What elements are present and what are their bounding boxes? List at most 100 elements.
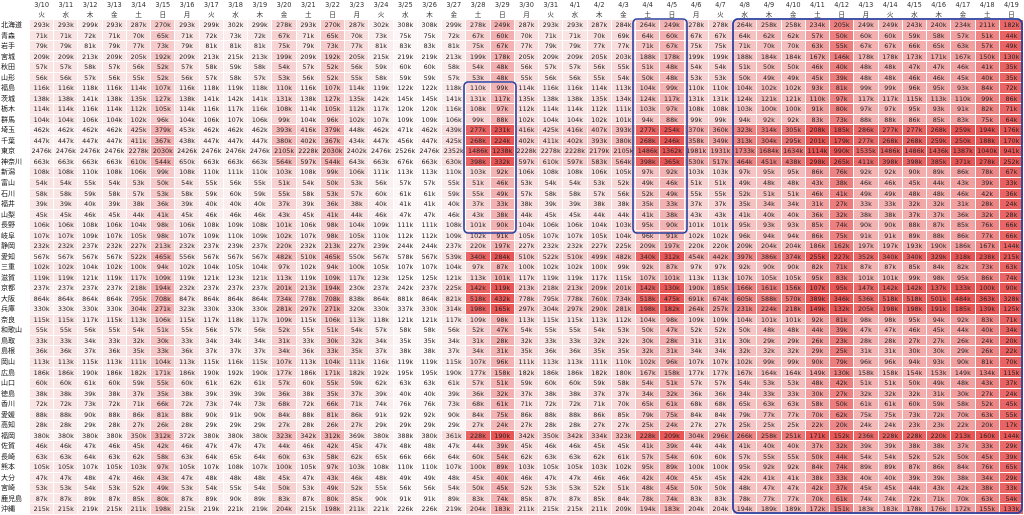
value-cell: 663k (223, 156, 249, 168)
value-cell: 97k (320, 462, 346, 473)
value-cell: 55k (248, 177, 273, 189)
value-cell: 518k (636, 293, 661, 305)
value-cell: 227k (587, 241, 612, 252)
value-cell: 59k (393, 72, 418, 84)
value-cell: 109k (417, 114, 443, 126)
prefecture-name: 埼玉 (0, 125, 30, 136)
value-cell: 60k (708, 451, 734, 463)
value-cell: 398k (902, 156, 927, 168)
value-cell: 64k (636, 30, 661, 42)
weekday-header: 火 (199, 10, 224, 20)
value-cell: 62k (830, 409, 855, 421)
value-cell: 69k (611, 30, 637, 42)
value-cell: 131k (684, 93, 709, 105)
value-cell: 54k (878, 451, 903, 463)
value-cell: 45k (587, 441, 612, 452)
value-cell: 34k (999, 325, 1024, 336)
date-header: 3/27 (442, 0, 467, 10)
value-cell: 42k (151, 441, 176, 452)
value-cell: 425k (126, 125, 152, 136)
value-cell: 171k (151, 367, 176, 379)
value-cell: 380k (272, 135, 297, 147)
value-cell: 116k (102, 83, 127, 94)
value-cell: 1535k (854, 146, 879, 157)
value-cell: 58k (805, 399, 831, 410)
value-cell: 185k (708, 283, 734, 294)
value-cell: 567k (248, 251, 273, 263)
value-cell: 209k (611, 504, 637, 515)
value-cell: 35k (151, 388, 176, 400)
value-cell: 57k (514, 188, 540, 200)
value-cell: 29k (417, 420, 443, 431)
value-cell: 39k (296, 199, 321, 210)
value-cell: 114k (102, 104, 127, 115)
value-cell: 39k (78, 388, 103, 400)
value-cell: 73k (199, 399, 224, 410)
value-cell: 114k (563, 104, 588, 115)
value-cell: 29k (199, 420, 224, 431)
value-cell: 178k (660, 51, 685, 63)
value-cell: 93k (927, 104, 952, 115)
value-cell: 78k (975, 167, 1000, 178)
value-cell: 264k (733, 20, 758, 31)
value-cell: 36k (30, 346, 55, 358)
value-cell: 74k (830, 220, 855, 231)
value-cell: 663k (369, 156, 394, 168)
value-cell: 54k (126, 325, 152, 336)
value-cell: 297k (514, 304, 540, 315)
value-cell: 97k (490, 104, 515, 115)
value-cell: 24k (854, 420, 879, 431)
value-cell: 36k (54, 346, 79, 358)
value-cell: 57k (708, 378, 734, 389)
value-cell: 111k (223, 167, 249, 178)
value-cell: 330k (199, 304, 224, 315)
value-cell: 93k (781, 220, 806, 231)
value-cell: 28k (490, 335, 515, 347)
value-cell: 63k (975, 409, 1000, 421)
value-cell: 29k (805, 346, 831, 358)
value-cell: 38k (490, 209, 515, 221)
weekday-header: 木 (78, 10, 103, 20)
value-cell: 204k (781, 241, 806, 252)
value-cell: 48k (854, 72, 879, 84)
value-cell: 40k (417, 388, 443, 400)
value-cell: 337k (393, 304, 418, 315)
value-cell: 52k (151, 72, 176, 84)
value-cell: 46k (78, 209, 103, 221)
prefecture-name: 熊本 (0, 462, 30, 473)
value-cell: 39k (175, 199, 200, 210)
value-cell: 113k (417, 167, 443, 178)
value-cell: 215k (54, 504, 79, 515)
value-cell: 87k (927, 220, 952, 231)
value-cell: 108k (175, 167, 200, 178)
value-cell: 38k (514, 199, 540, 210)
value-cell: 61k (248, 378, 273, 389)
value-cell: 86k (951, 230, 976, 242)
value-cell: 74k (490, 493, 515, 505)
value-cell: 27k (272, 420, 297, 431)
value-cell: 64k (78, 451, 103, 463)
value-cell: 50k (272, 483, 297, 494)
prefecture-name: 福井 (0, 199, 30, 210)
value-cell: 186k (951, 241, 976, 252)
value-cell: 58k (611, 378, 637, 389)
value-cell: 31k (660, 346, 685, 358)
value-cell: 1684k (757, 146, 782, 157)
value-cell: 92k (636, 262, 661, 273)
value-cell: 1486k (636, 146, 661, 157)
value-cell: 104k (199, 262, 224, 273)
value-cell: 63k (393, 378, 418, 389)
value-cell: 102k (757, 83, 782, 94)
value-cell: 864k (78, 293, 103, 305)
value-cell: 567k (102, 251, 127, 263)
value-cell: 734k (272, 293, 297, 305)
value-cell: 107k (563, 230, 588, 242)
value-cell: 95k (733, 220, 758, 231)
value-cell: 40k (223, 199, 249, 210)
value-cell: 411k (539, 135, 564, 147)
value-cell: 28k (30, 420, 55, 431)
value-cell: 83k (975, 314, 1000, 326)
weekday-header: 日 (830, 10, 855, 20)
value-cell: 578k (393, 251, 418, 263)
value-cell: 416k (563, 125, 588, 136)
